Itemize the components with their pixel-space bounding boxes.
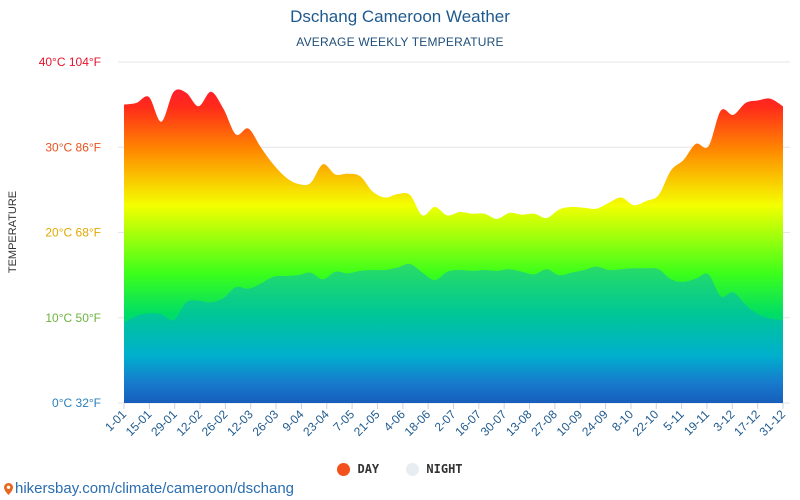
night-temperature-area — [124, 263, 783, 403]
y-tick-label: 30°C 86°F — [45, 140, 101, 154]
x-tick-label: 10-09 — [554, 407, 586, 439]
x-tick-label: 22-10 — [630, 407, 662, 439]
x-tick-label: 26-02 — [199, 407, 231, 439]
chart-title: Dschang Cameroon Weather — [290, 7, 510, 26]
x-tick-label: 27-08 — [528, 407, 560, 439]
x-tick-label: 12-03 — [224, 407, 256, 439]
x-tick-label: 15-01 — [123, 407, 155, 439]
chart-subtitle: AVERAGE WEEKLY TEMPERATURE — [296, 35, 504, 49]
y-tick-label: 10°C 50°F — [45, 311, 101, 325]
legend-item-day[interactable]: DAY — [337, 462, 379, 476]
x-tick-label: 17-12 — [731, 407, 763, 439]
day-temperature-area — [124, 89, 783, 404]
y-tick-label: 40°C 104°F — [39, 55, 101, 69]
legend-label-night: NIGHT — [426, 462, 463, 476]
x-tick-label: 23-04 — [300, 407, 332, 439]
x-tick-label: 16-07 — [452, 407, 484, 439]
legend-item-night[interactable]: NIGHT — [406, 462, 463, 476]
x-axis-ticks: 1-0115-0129-0112-0226-0212-0326-039-0423… — [102, 403, 788, 439]
x-tick-label: 18-06 — [402, 407, 434, 439]
x-tick-label: 26-03 — [250, 407, 282, 439]
x-tick-label: 31-12 — [757, 407, 789, 439]
x-tick-label: 13-08 — [503, 407, 535, 439]
temperature-chart: 0°C 32°F 10°C 50°F 20°C 68°F 30°C 86°F 40°C … — [39, 55, 790, 439]
source-link[interactable]: hikersbay.com/climate/cameroon/dschang — [15, 480, 295, 497]
x-tick-label: 24-09 — [579, 407, 611, 439]
x-tick-label: 12-02 — [174, 407, 206, 439]
y-tick-label: 0°C 32°F — [52, 396, 101, 410]
map-pin-icon — [4, 482, 13, 495]
legend-marker-day — [337, 462, 351, 476]
x-tick-label: 29-01 — [148, 407, 180, 439]
legend: DAY NIGHT — [0, 462, 800, 479]
legend-marker-night — [406, 462, 420, 476]
y-tick-label: 20°C 68°F — [45, 226, 101, 240]
x-tick-label: 30-07 — [478, 407, 510, 439]
x-tick-label: 21-05 — [351, 407, 383, 439]
x-tick-label: 19-11 — [681, 407, 712, 438]
y-axis-ticks: 0°C 32°F 10°C 50°F 20°C 68°F 30°C 86°F 40°C … — [39, 55, 101, 410]
source-footer[interactable]: hikersbay.com/climate/cameroon/dschang — [4, 480, 294, 497]
legend-label-day: DAY — [357, 462, 380, 476]
